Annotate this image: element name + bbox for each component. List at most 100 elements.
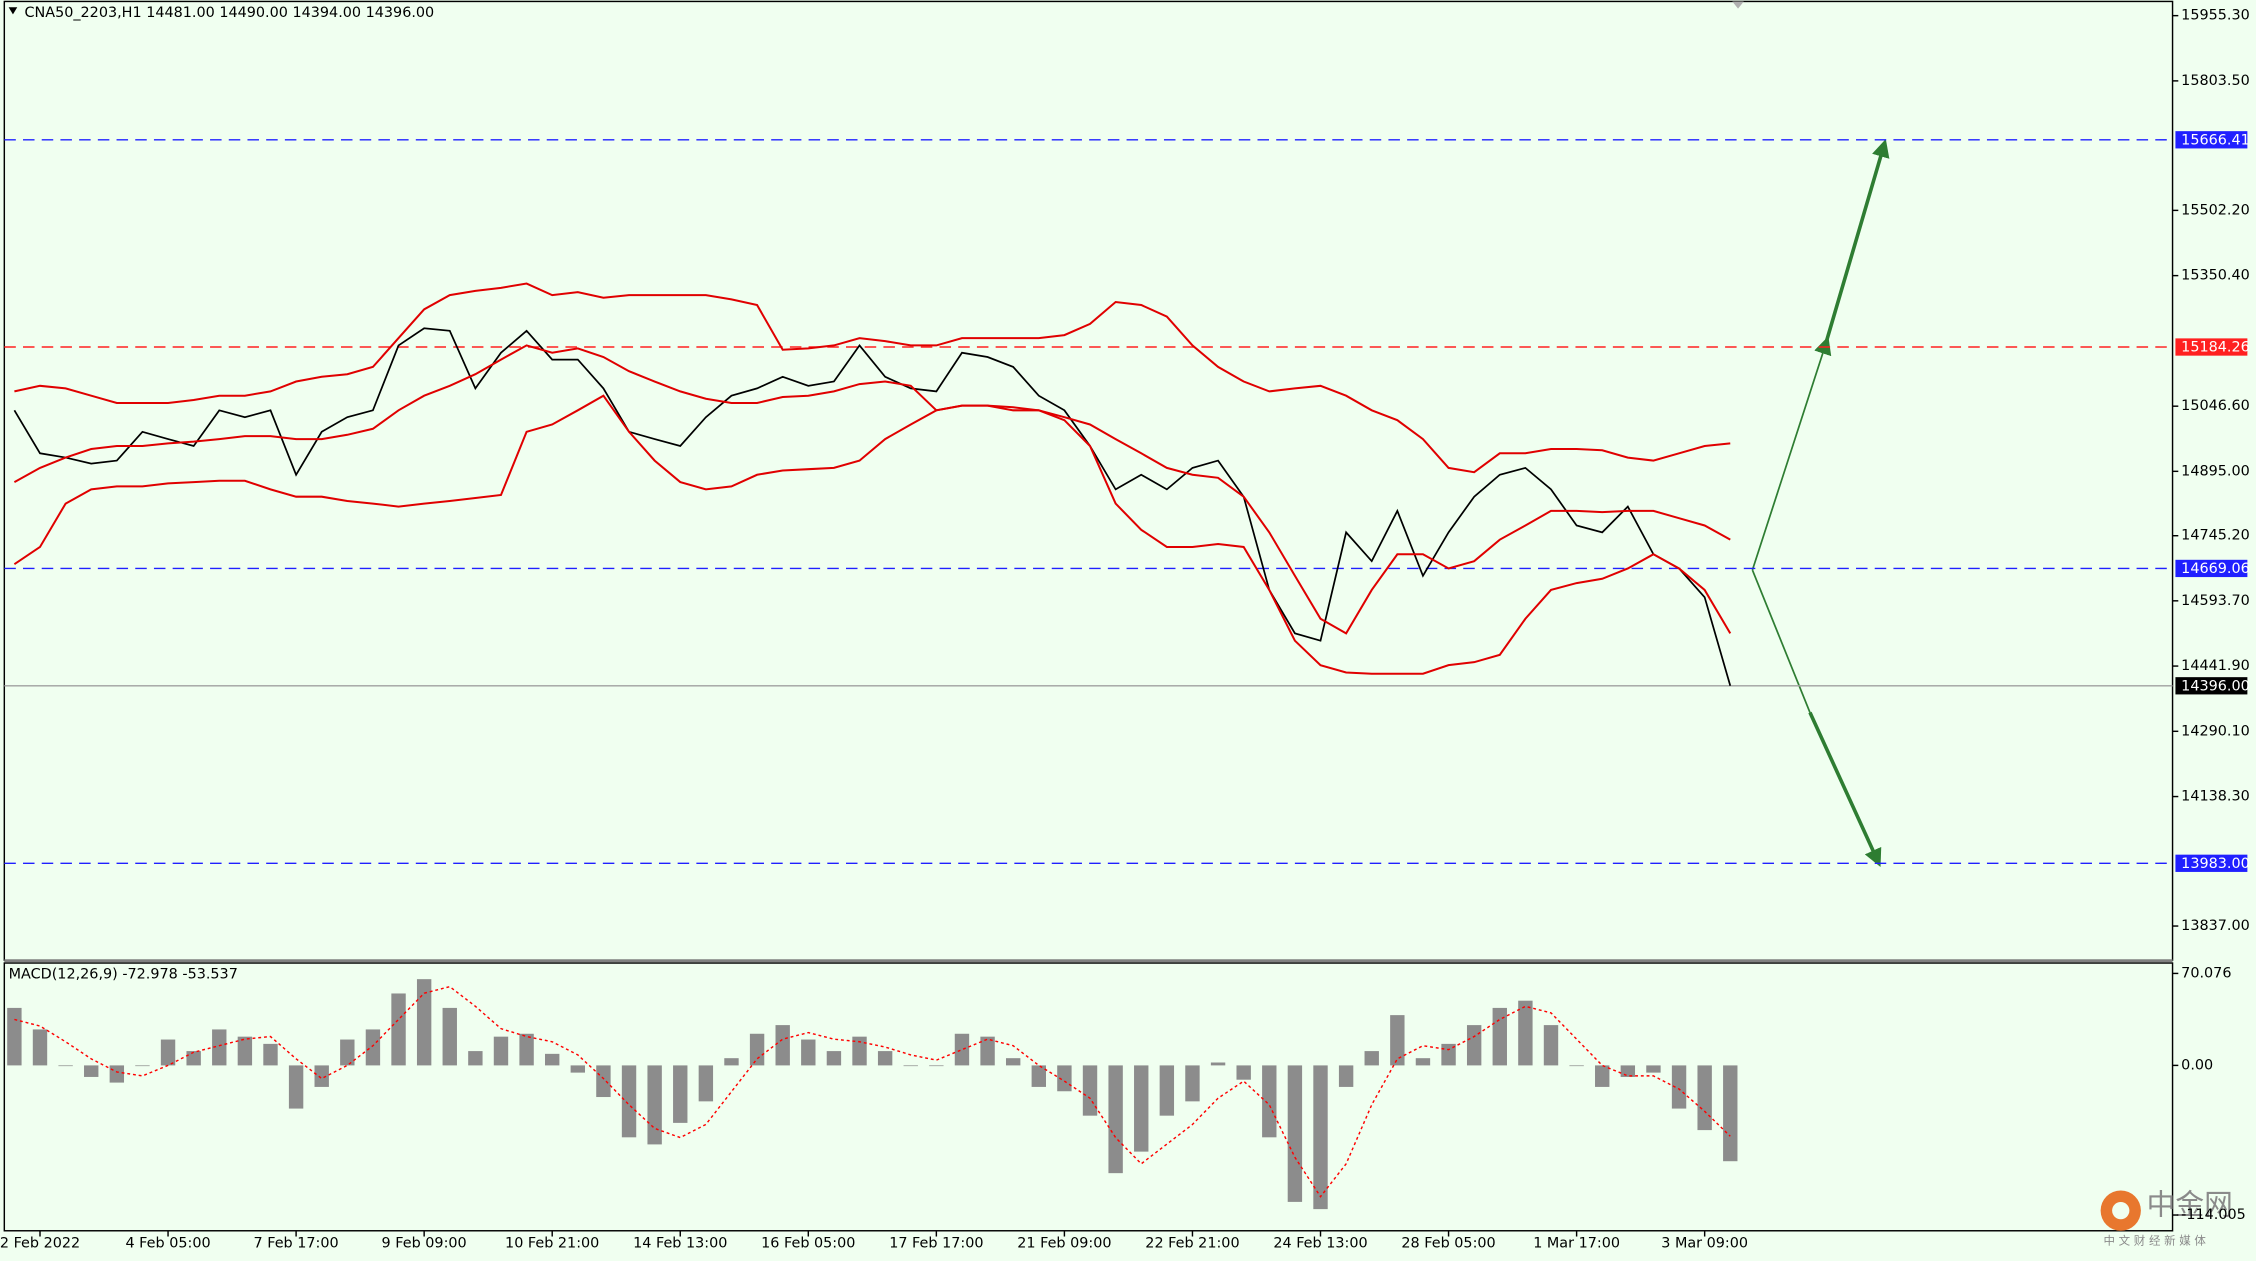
y-tick-label: 15502.20 bbox=[2181, 202, 2250, 218]
macd-panel-frame bbox=[3, 962, 2174, 1232]
level-label: 15184.26 bbox=[2181, 340, 2250, 356]
macd-bar bbox=[698, 1065, 714, 1102]
macd-bar bbox=[7, 1007, 22, 1066]
macd-bar bbox=[1569, 1065, 1584, 1067]
x-tick-label: 4 Feb 05:00 bbox=[125, 1236, 210, 1252]
macd-bar bbox=[1441, 1043, 1456, 1066]
x-tick-label: 1 Mar 17:00 bbox=[1533, 1236, 1620, 1252]
macd-bar bbox=[1671, 1065, 1687, 1109]
y-tick-label: -114.005 bbox=[2181, 1207, 2246, 1223]
macd-bar bbox=[570, 1065, 586, 1073]
y-tick-label: 0.00 bbox=[2181, 1057, 2213, 1073]
macd-bar bbox=[1210, 1062, 1226, 1066]
level-label-box bbox=[2175, 131, 2248, 149]
macd-bar bbox=[58, 1065, 73, 1067]
macd-bar bbox=[84, 1065, 99, 1077]
level-label-box bbox=[2175, 677, 2248, 695]
macd-bar bbox=[596, 1065, 611, 1098]
macd-bar bbox=[1518, 1000, 1533, 1066]
macd-bar bbox=[1236, 1065, 1251, 1080]
macd-bar bbox=[1646, 1065, 1661, 1073]
level-label-box bbox=[2175, 559, 2248, 578]
macd-bar bbox=[1595, 1065, 1610, 1087]
macd-bar bbox=[519, 1033, 534, 1066]
macd-bar bbox=[1364, 1051, 1379, 1066]
macd-bar bbox=[1185, 1065, 1200, 1102]
macd-bar bbox=[1057, 1065, 1072, 1092]
macd-bar bbox=[903, 1065, 918, 1067]
macd-bar bbox=[1134, 1065, 1149, 1152]
macd-bar bbox=[1108, 1065, 1123, 1174]
signal-line bbox=[14, 985, 1731, 1198]
x-tick-label: 17 Feb 17:00 bbox=[889, 1236, 983, 1252]
macd-bar bbox=[32, 1029, 48, 1066]
macd-bar bbox=[1415, 1058, 1431, 1066]
y-tick-label: 15803.50 bbox=[2181, 73, 2250, 89]
x-tick-label: 28 Feb 05:00 bbox=[1401, 1236, 1495, 1252]
macd-bar bbox=[1287, 1065, 1303, 1202]
macd-bar bbox=[1005, 1058, 1021, 1066]
macd-bar bbox=[1082, 1065, 1098, 1116]
bollinger-band bbox=[13, 344, 1731, 635]
macd-bar bbox=[801, 1039, 816, 1066]
level-label-box bbox=[2175, 854, 2248, 872]
macd-bar bbox=[1543, 1025, 1559, 1066]
arrow-segment bbox=[1751, 348, 1826, 571]
macd-bar bbox=[263, 1043, 278, 1066]
y-tick-label: 14138.30 bbox=[2181, 789, 2250, 805]
x-tick-label: 2 Feb 2022 bbox=[0, 1236, 80, 1252]
macd-bar bbox=[314, 1065, 329, 1087]
level-label-box bbox=[2175, 338, 2248, 356]
macd-bar bbox=[468, 1051, 483, 1066]
shift-marker bbox=[1732, 1, 1744, 9]
macd-bar bbox=[416, 979, 432, 1066]
macd-bar bbox=[724, 1058, 739, 1066]
macd-bar bbox=[1492, 1007, 1507, 1066]
x-tick-label: 21 Feb 09:00 bbox=[1017, 1236, 1111, 1252]
macd-bar bbox=[109, 1065, 125, 1083]
y-tick-label: 14441.90 bbox=[2181, 658, 2250, 674]
y-tick-label: 15955.30 bbox=[2181, 8, 2250, 24]
macd-bar bbox=[877, 1051, 893, 1066]
x-tick-label: 14 Feb 13:00 bbox=[633, 1236, 727, 1252]
macd-bar bbox=[340, 1039, 355, 1066]
watermark-title: 中金网 bbox=[2147, 1187, 2233, 1221]
watermark-logo-inner bbox=[2112, 1201, 2130, 1220]
macd-bar bbox=[365, 1029, 381, 1066]
level-label: 15666.41 bbox=[2181, 133, 2250, 149]
watermark-subtitle: 中 文 财 经 新 媒 体 bbox=[2103, 1233, 2206, 1247]
macd-bar bbox=[929, 1065, 944, 1067]
macd-bar bbox=[135, 1065, 150, 1067]
macd-bar bbox=[442, 1007, 457, 1066]
bollinger-band bbox=[13, 394, 1732, 675]
macd-bar bbox=[1466, 1025, 1482, 1066]
macd-bar bbox=[647, 1065, 662, 1145]
watermark: 中金网 中 文 财 经 新 媒 体 bbox=[2100, 1187, 2233, 1247]
macd-bar bbox=[749, 1033, 765, 1066]
x-tick-label: 7 Feb 17:00 bbox=[254, 1236, 339, 1252]
y-tick-label: 15350.40 bbox=[2181, 268, 2250, 284]
macd-bar bbox=[1697, 1065, 1712, 1131]
macd-bar bbox=[545, 1053, 560, 1066]
macd-bar bbox=[673, 1065, 688, 1123]
macd-bar bbox=[288, 1065, 304, 1109]
y-tick-label: 13837.00 bbox=[2181, 918, 2250, 934]
price-line bbox=[13, 327, 1732, 687]
macd-bar bbox=[852, 1036, 867, 1066]
macd-bar bbox=[1313, 1065, 1328, 1210]
menu-marker bbox=[8, 7, 18, 15]
macd-title: MACD(12,26,9) -72.978 -53.537 bbox=[9, 967, 238, 983]
bollinger-band bbox=[14, 282, 1731, 474]
macd-bar bbox=[391, 993, 406, 1066]
macd-bar bbox=[1390, 1015, 1405, 1066]
arrow-down bbox=[1808, 711, 1882, 867]
y-tick-label: 15046.60 bbox=[2181, 398, 2250, 414]
macd-bar bbox=[980, 1036, 995, 1066]
level-label: 14396.00 bbox=[2181, 679, 2250, 695]
x-tick-label: 22 Feb 21:00 bbox=[1145, 1236, 1239, 1252]
y-tick-label: 14745.20 bbox=[2181, 528, 2250, 544]
level-label: 14669.06 bbox=[2181, 561, 2250, 577]
macd-bar bbox=[1159, 1065, 1175, 1116]
